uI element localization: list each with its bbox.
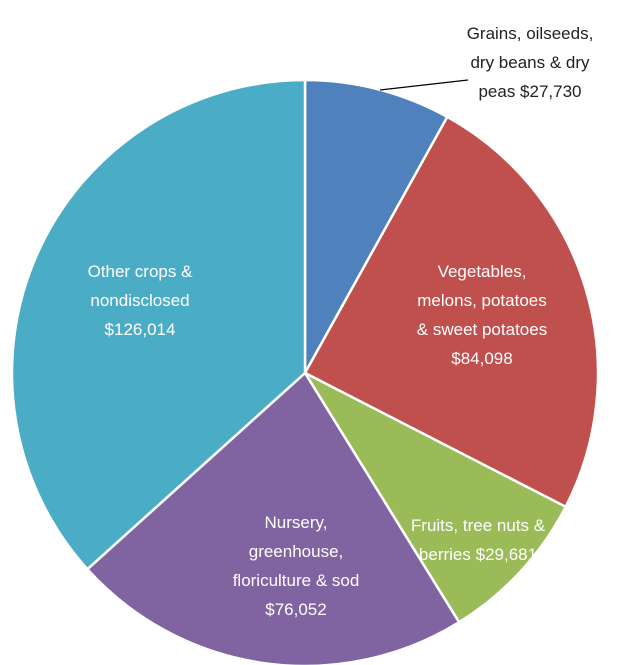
slice-label: Nursery, greenhouse, floriculture & sod … <box>216 506 376 626</box>
category-name: Fruits, tree nuts & berries <box>410 516 546 564</box>
slice-label: Other crops & nondisclosed $126,014 <box>55 240 225 360</box>
slice-label-box: Fruits, tree nuts & berries $29,681 <box>408 480 548 600</box>
slice-label: Fruits, tree nuts & berries $29,681 <box>408 480 548 600</box>
slice-label: Vegetables, melons, potatoes & sweet pot… <box>412 255 552 375</box>
pie-slice <box>85 371 461 665</box>
slice-label-text: Grains, oilseeds, dry beans & dry peas $… <box>455 19 605 106</box>
category-name: Vegetables, melons, potatoes & sweet pot… <box>416 262 548 339</box>
category-name: Nursery, greenhouse, floriculture & sod <box>232 513 360 590</box>
slice-label-text: Nursery, greenhouse, floriculture & sod … <box>216 508 376 624</box>
value-label: $76,052 <box>265 600 327 619</box>
slice-label-text: Other crops & nondisclosed $126,014 <box>55 257 225 344</box>
slice-label-text: Vegetables, melons, potatoes & sweet pot… <box>412 257 552 373</box>
value-label: $29,681 <box>475 545 538 564</box>
leader-line <box>379 79 469 91</box>
slice-label-box: Nursery, greenhouse, floriculture & sod … <box>216 506 376 626</box>
slice-label-box: Grains, oilseeds, dry beans & dry peas $… <box>455 2 605 122</box>
category-name: Other crops & nondisclosed <box>87 261 193 310</box>
value-label: peas $27,730 <box>478 81 582 101</box>
value-label: $84,098 <box>451 349 513 368</box>
slice-label: Grains, oilseeds, dry beans & dry peas $… <box>455 2 605 122</box>
slice-label-text: Fruits, tree nuts & berries $29,681 <box>408 511 548 569</box>
slice-label-box: Vegetables, melons, potatoes & sweet pot… <box>412 255 552 375</box>
pie-slice <box>10 78 307 571</box>
pie-slice <box>301 369 568 624</box>
pie-slice <box>303 78 449 378</box>
category-name: Grains, oilseeds, dry beans & dry <box>466 23 594 72</box>
value-label: $126,014 <box>104 319 176 339</box>
slice-label-box: Other crops & nondisclosed $126,014 <box>55 240 225 360</box>
